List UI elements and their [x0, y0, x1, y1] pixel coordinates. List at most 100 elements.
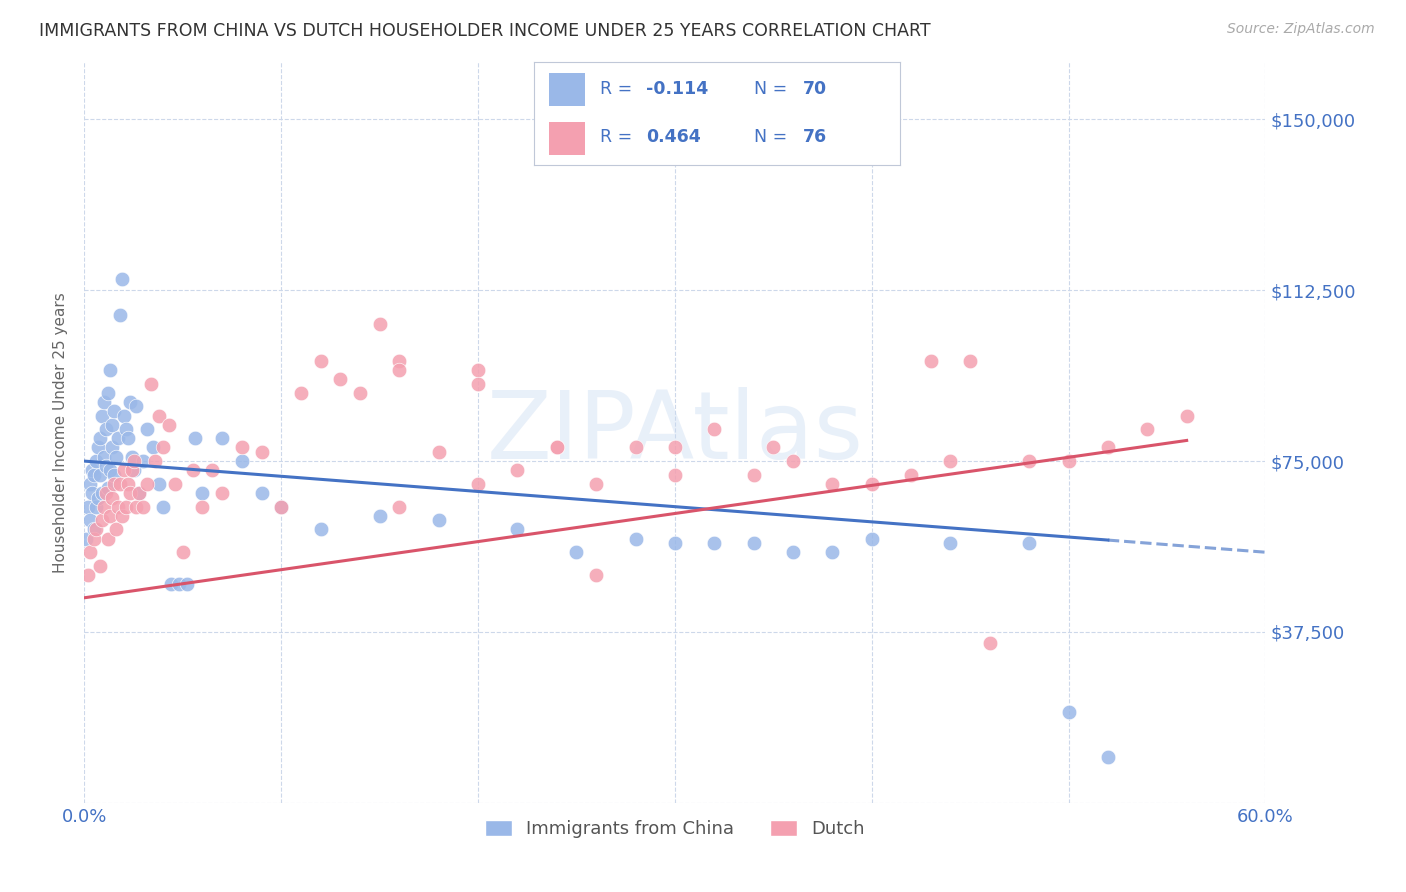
Point — [703, 422, 725, 436]
Point — [87, 441, 110, 455]
Point — [211, 431, 233, 445]
Point — [624, 532, 647, 546]
Point — [98, 508, 121, 523]
Point — [91, 409, 114, 423]
Point — [388, 354, 411, 368]
Point — [142, 441, 165, 455]
Point — [152, 500, 174, 514]
Point — [143, 454, 166, 468]
Point — [91, 513, 114, 527]
Point — [183, 431, 205, 445]
Bar — [548, 73, 585, 105]
Point — [93, 395, 115, 409]
Point — [136, 422, 159, 436]
Point — [1018, 454, 1040, 468]
Point — [118, 395, 141, 409]
Point — [349, 385, 371, 400]
Text: 0.464: 0.464 — [645, 128, 700, 146]
Point — [506, 463, 529, 477]
Point — [860, 532, 883, 546]
Point — [91, 486, 114, 500]
Point — [388, 363, 411, 377]
Point — [546, 441, 568, 455]
Point — [782, 454, 804, 468]
Point — [101, 491, 124, 505]
Point — [111, 508, 134, 523]
Point — [94, 422, 117, 436]
Point — [89, 467, 111, 482]
Point — [148, 409, 170, 423]
Point — [98, 363, 121, 377]
Point — [1136, 422, 1159, 436]
Point — [141, 376, 163, 391]
Point — [920, 354, 942, 368]
Point — [546, 441, 568, 455]
Point — [121, 450, 143, 464]
Point — [128, 486, 150, 500]
Point — [117, 431, 139, 445]
Point — [103, 476, 125, 491]
Point — [124, 500, 146, 514]
Point — [152, 441, 174, 455]
Point — [104, 450, 127, 464]
Point — [104, 523, 127, 537]
Point — [84, 500, 107, 514]
Point — [97, 385, 120, 400]
Text: R =: R = — [600, 128, 638, 146]
Point — [191, 500, 214, 514]
Point — [1097, 441, 1119, 455]
Point — [172, 545, 194, 559]
Point — [979, 636, 1001, 650]
Point — [201, 463, 224, 477]
Y-axis label: Householder Income Under 25 years: Householder Income Under 25 years — [53, 293, 69, 573]
Point — [1175, 409, 1198, 423]
Point — [79, 513, 101, 527]
Point — [163, 476, 186, 491]
Point — [89, 558, 111, 573]
Point — [93, 500, 115, 514]
Point — [114, 422, 136, 436]
Text: R =: R = — [600, 80, 638, 98]
Point — [181, 463, 204, 477]
Point — [388, 500, 411, 514]
Point — [211, 486, 233, 500]
Point — [132, 500, 155, 514]
Point — [467, 376, 489, 391]
Point — [107, 500, 129, 514]
Point — [122, 463, 145, 477]
Point — [132, 454, 155, 468]
Point — [176, 577, 198, 591]
Point — [191, 486, 214, 500]
Point — [742, 467, 765, 482]
Text: -0.114: -0.114 — [645, 80, 709, 98]
Point — [89, 431, 111, 445]
Point — [565, 545, 588, 559]
Point — [368, 508, 391, 523]
Point — [148, 476, 170, 491]
Point — [368, 318, 391, 332]
Point — [467, 476, 489, 491]
Point — [124, 400, 146, 414]
Point — [107, 431, 129, 445]
Point — [160, 577, 183, 591]
Point — [77, 500, 100, 514]
Legend: Immigrants from China, Dutch: Immigrants from China, Dutch — [477, 813, 873, 846]
Bar — [548, 122, 585, 155]
Point — [108, 476, 131, 491]
Point — [82, 486, 104, 500]
Point — [121, 463, 143, 477]
Point — [79, 545, 101, 559]
Point — [77, 568, 100, 582]
Point — [1097, 750, 1119, 764]
Point — [101, 441, 124, 455]
Point — [93, 450, 115, 464]
Point — [103, 404, 125, 418]
Point — [231, 454, 253, 468]
Text: 76: 76 — [803, 128, 827, 146]
Point — [762, 441, 785, 455]
Point — [79, 476, 101, 491]
Point — [94, 458, 117, 473]
Point — [83, 532, 105, 546]
Point — [703, 536, 725, 550]
Text: IMMIGRANTS FROM CHINA VS DUTCH HOUSEHOLDER INCOME UNDER 25 YEARS CORRELATION CHA: IMMIGRANTS FROM CHINA VS DUTCH HOUSEHOLD… — [39, 22, 931, 40]
